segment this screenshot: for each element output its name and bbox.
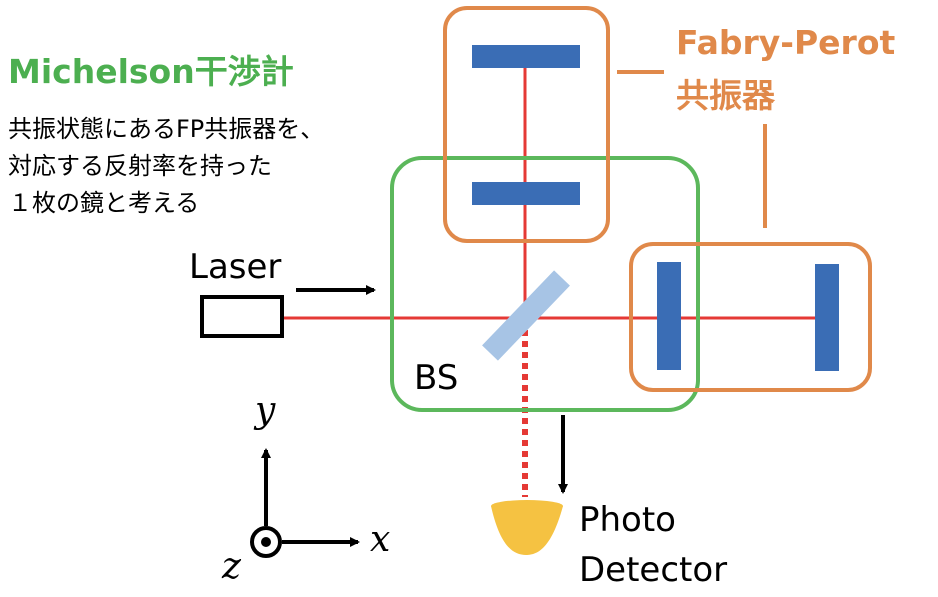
vertical-cavity-end-mirror — [472, 45, 580, 68]
z-axis-label: z — [222, 546, 241, 587]
note-line-1: 共振状態にあるFP共振器を、 — [8, 115, 325, 143]
z-axis-dot — [261, 537, 271, 547]
beam-splitter-label: BS — [414, 358, 459, 398]
fabry-perot-label-line2: 共振器 — [676, 76, 775, 115]
note-line-2: 対応する反射率を持った — [8, 152, 272, 180]
horizontal-fp-cavity-box — [629, 242, 872, 392]
vertical-cavity-input-mirror — [472, 182, 580, 205]
laser-source — [200, 295, 284, 338]
michelson-title: Michelson干渉計 — [8, 52, 294, 91]
horizontal-cavity-end-mirror — [815, 264, 839, 371]
photo-detector-label-line1: Photo — [579, 500, 676, 540]
note-line-3: １枚の鏡と考える — [8, 189, 200, 217]
y-axis-label: y — [255, 390, 276, 431]
vertical-fp-cavity-box — [443, 6, 610, 243]
x-axis-label: x — [370, 519, 391, 560]
fabry-perot-label: Fabry-Perot — [676, 23, 896, 62]
horizontal-cavity-input-mirror — [657, 262, 681, 370]
photo-detector-face — [491, 500, 563, 512]
beam-splitter — [482, 270, 570, 361]
photo-detector-label-line2: Detector — [579, 550, 728, 590]
photo-detector — [491, 506, 563, 555]
laser-label: Laser — [189, 247, 282, 287]
michelson-interferometer-box — [390, 156, 700, 412]
